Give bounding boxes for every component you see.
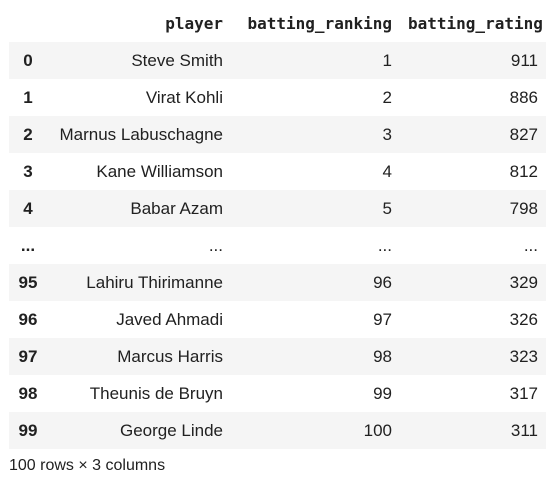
table-row: 4 Babar Azam 5 798 [9, 190, 546, 227]
player-cell: Virat Kohli [145, 87, 223, 107]
batting-rating-cell: 329 [509, 272, 538, 292]
batting-rating-cell: ... [523, 235, 538, 255]
player-cell: ... [208, 235, 223, 255]
row-index-cell: ... [20, 235, 36, 255]
player-cell: Steve Smith [131, 50, 223, 70]
dataframe-output: player batting_ranking batting_rating 0 S… [9, 4, 546, 449]
table-row: 2 Marnus Labuschagne 3 827 [9, 116, 546, 153]
player-cell: Theunis de Bruyn [89, 383, 223, 403]
table-body: 0 Steve Smith 1 911 1 Virat Kohli 2 886 2 Marnus … [9, 42, 546, 449]
row-index-cell: 96 [18, 309, 38, 329]
index-column-header [9, 4, 47, 42]
table-row: 95 Lahiru Thirimanne 96 329 [9, 264, 546, 301]
player-cell: Kane Williamson [96, 161, 223, 181]
batting-rating-cell: 812 [509, 161, 538, 181]
batting-ranking-cell: 99 [373, 383, 392, 403]
batting-rating-cell: 911 [510, 50, 538, 70]
batting-ranking-cell: 2 [382, 87, 392, 107]
batting-ranking-cell: 100 [363, 420, 392, 440]
batting-rating-cell: 311 [510, 420, 538, 440]
table-row: 0 Steve Smith 1 911 [9, 42, 546, 79]
table-row: 3 Kane Williamson 4 812 [9, 153, 546, 190]
row-index-cell: 2 [23, 124, 33, 144]
batting-ranking-cell: 4 [382, 161, 392, 181]
batting-rating-cell: 326 [509, 309, 538, 329]
player-cell: Babar Azam [130, 198, 223, 218]
row-index-cell: 95 [18, 272, 38, 292]
player-cell: George Linde [119, 420, 223, 440]
table-row: 1 Virat Kohli 2 886 [9, 79, 546, 116]
batting-rating-column-header: batting_rating [408, 13, 543, 33]
table-row: 96 Javed Ahmadi 97 326 [9, 301, 546, 338]
table-row: 98 Theunis de Bruyn 99 317 [9, 375, 546, 412]
player-cell: Javed Ahmadi [116, 309, 223, 329]
table-header: player batting_ranking batting_rating [9, 4, 546, 42]
row-index-cell: 0 [23, 50, 33, 70]
row-index-cell: 4 [23, 198, 33, 218]
batting-ranking-cell: 1 [382, 50, 392, 70]
player-column-header: player [165, 13, 223, 33]
row-index-cell: 1 [23, 87, 33, 107]
row-index-cell: 98 [18, 383, 38, 403]
batting-ranking-cell: 3 [382, 124, 392, 144]
batting-rating-cell: 323 [509, 346, 538, 366]
batting-ranking-cell: 5 [382, 198, 392, 218]
header-row: player batting_ranking batting_rating [9, 4, 546, 42]
table-row: 97 Marcus Harris 98 323 [9, 338, 546, 375]
batting-ranking-cell: ... [377, 235, 392, 255]
batting-ranking-cell: 96 [373, 272, 392, 292]
row-index-cell: 97 [18, 346, 38, 366]
player-cell: Lahiru Thirimanne [86, 272, 223, 292]
batting-ranking-cell: 98 [373, 346, 392, 366]
batting-rating-cell: 798 [509, 198, 538, 218]
batting-rating-cell: 886 [509, 87, 538, 107]
player-cell: Marcus Harris [117, 346, 223, 366]
table-row: ............ [9, 227, 546, 264]
batting-ranking-column-header: batting_ranking [247, 13, 393, 33]
row-index-cell: 99 [18, 420, 38, 440]
batting-rating-cell: 317 [509, 383, 538, 403]
table-shape-caption: 100 rows × 3 columns [9, 457, 166, 474]
batting-rating-cell: 827 [509, 124, 538, 144]
row-index-cell: 3 [23, 161, 33, 181]
player-cell: Marnus Labuschagne [59, 124, 223, 144]
table-row: 99 George Linde 100 311 [9, 412, 546, 449]
batting-ranking-cell: 97 [373, 309, 392, 329]
dataframe-table: player batting_ranking batting_rating 0 S… [9, 4, 546, 449]
